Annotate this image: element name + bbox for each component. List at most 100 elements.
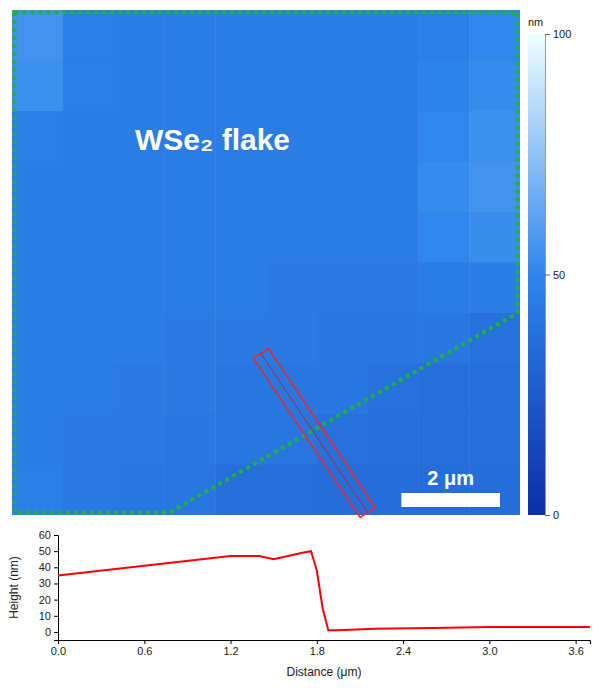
cell <box>469 10 520 61</box>
x-tick: 0.6 <box>137 640 152 657</box>
cell <box>317 162 368 213</box>
cell <box>418 10 469 61</box>
cell <box>469 162 520 213</box>
cell <box>63 263 114 314</box>
cell <box>114 313 165 364</box>
cell <box>164 212 215 263</box>
x-tick: 3.0 <box>482 640 497 657</box>
cell <box>418 364 469 415</box>
scale-bar-label: 2 μm <box>427 467 474 489</box>
y-axis-title: Height (nm) <box>7 556 21 619</box>
cell <box>266 162 317 213</box>
colorbar-tick: 0 <box>545 509 559 521</box>
cell <box>368 364 419 415</box>
x-tick-mark <box>317 640 318 644</box>
x-axis-line <box>59 641 591 645</box>
profile-line <box>261 353 368 512</box>
y-tick: 10 <box>39 610 58 622</box>
scale-bar <box>401 493 500 507</box>
x-tick: 3.6 <box>568 640 583 657</box>
cell <box>63 465 114 516</box>
y-axis-line <box>54 536 59 641</box>
y-tick: 50 <box>39 545 58 557</box>
cell <box>215 10 266 61</box>
cell <box>164 414 215 465</box>
cell <box>114 364 165 415</box>
cell <box>368 414 419 465</box>
cell <box>215 162 266 213</box>
cell <box>266 212 317 263</box>
colorbar-tick-label: 0 <box>553 509 559 521</box>
flake-outline <box>15 13 518 513</box>
cell <box>266 61 317 112</box>
y-tick-mark <box>54 567 58 568</box>
y-tick-mark <box>54 600 58 601</box>
cell <box>63 111 114 162</box>
cell <box>12 465 63 516</box>
y-tick-label: 30 <box>39 577 51 589</box>
x-tick-mark <box>403 640 404 644</box>
cell <box>418 263 469 314</box>
y-tick-label: 0 <box>45 626 51 638</box>
colorbar-tick-mark <box>545 515 550 516</box>
cell <box>368 10 419 61</box>
cell <box>114 414 165 465</box>
x-tick-label: 0.6 <box>137 645 152 657</box>
cell <box>469 61 520 112</box>
cell <box>164 162 215 213</box>
colorbar-tick-label: 100 <box>553 28 571 40</box>
cell <box>12 162 63 213</box>
cell <box>368 111 419 162</box>
profile-line <box>58 551 590 630</box>
cell <box>164 10 215 61</box>
colorbar-tick-mark <box>545 34 550 35</box>
x-tick-label: 2.4 <box>396 645 411 657</box>
x-tick-label: 1.8 <box>310 645 325 657</box>
colorbar-tick-label: 50 <box>553 269 565 281</box>
cell <box>12 111 63 162</box>
cell <box>418 111 469 162</box>
cell <box>418 162 469 213</box>
cell <box>114 263 165 314</box>
cell <box>114 10 165 61</box>
colorbar-tick: 50 <box>545 269 565 281</box>
cell <box>266 263 317 314</box>
y-axis: 0102030405060 <box>39 529 59 640</box>
cell <box>114 162 165 213</box>
cell <box>215 414 266 465</box>
cell <box>12 313 63 364</box>
cell <box>63 364 114 415</box>
cell <box>164 364 215 415</box>
x-tick-mark <box>144 640 145 644</box>
y-tick-label: 40 <box>39 561 51 573</box>
cell <box>12 263 63 314</box>
y-tick-label: 10 <box>39 610 51 622</box>
cell <box>164 313 215 364</box>
cell <box>12 61 63 112</box>
cell <box>368 212 419 263</box>
cell <box>317 465 368 516</box>
y-tick: 40 <box>39 561 58 573</box>
x-tick: 2.4 <box>396 640 411 657</box>
cell <box>114 212 165 263</box>
figure: WSe₂ flake2 μm050100nm0.00.61.21.82.43.0… <box>0 0 606 688</box>
cell <box>469 263 520 314</box>
colorbar-tick: 100 <box>545 28 571 40</box>
cell <box>418 212 469 263</box>
colorbar-axis-line <box>546 35 551 516</box>
cell <box>317 10 368 61</box>
cell <box>317 364 368 415</box>
cell <box>418 414 469 465</box>
y-tick: 20 <box>39 594 58 606</box>
cell <box>266 414 317 465</box>
cell <box>114 465 165 516</box>
y-tick-mark <box>54 551 58 552</box>
cell <box>114 61 165 112</box>
cell <box>317 61 368 112</box>
colorbar-label: nm <box>528 16 543 28</box>
cell <box>368 162 419 213</box>
x-tick: 1.2 <box>223 640 238 657</box>
y-tick-mark <box>54 632 58 633</box>
cell <box>317 111 368 162</box>
colorbar <box>528 34 545 515</box>
